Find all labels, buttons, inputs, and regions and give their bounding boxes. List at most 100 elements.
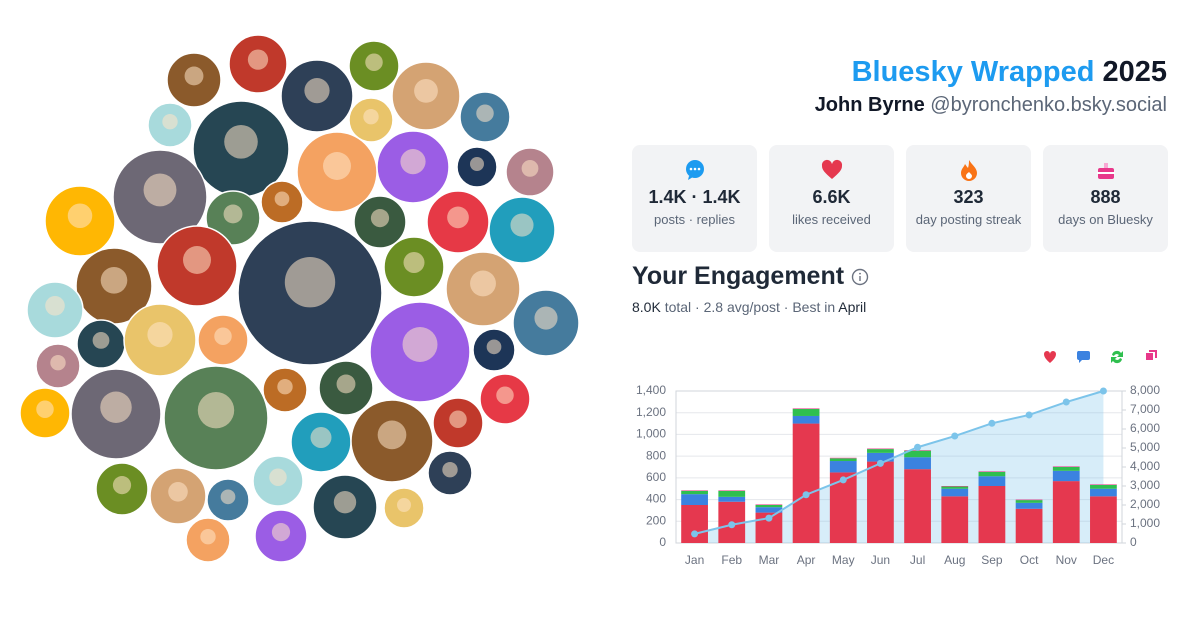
avatar-face <box>363 109 379 125</box>
avatar-face <box>274 191 290 207</box>
bar-segment <box>1015 508 1043 543</box>
avatar-face <box>224 125 258 159</box>
bar-segment <box>792 408 820 409</box>
bar-segment <box>755 505 783 508</box>
bar-segment <box>978 471 1006 472</box>
y2-tick-label: 6,000 <box>1130 421 1160 435</box>
x-tick-label: Oct <box>1020 553 1039 567</box>
line-point <box>914 443 922 451</box>
bar-segment <box>978 486 1006 543</box>
avatar-face <box>214 327 232 345</box>
legend-icon[interactable] <box>1044 351 1056 363</box>
avatar-face <box>510 213 534 237</box>
stat-label: day posting streak <box>915 212 1022 227</box>
stat-card: 1.4K · 1.4K posts · replies <box>632 145 757 252</box>
line-point <box>988 419 996 427</box>
x-tick-label: Jan <box>685 553 704 567</box>
bar-segment <box>867 461 894 543</box>
y-tick-label: 200 <box>646 513 666 527</box>
avatar-face <box>534 306 558 330</box>
bar-segment <box>1052 470 1080 482</box>
bar-segment <box>978 471 1006 477</box>
y2-tick-label: 5,000 <box>1130 440 1160 454</box>
avatar-face <box>370 209 390 228</box>
bar-segment <box>1052 467 1080 471</box>
x-tick-label: Nov <box>1056 553 1077 567</box>
bar-segment <box>681 490 708 495</box>
y-tick-label: 1,200 <box>636 405 666 419</box>
x-tick-label: Sep <box>981 553 1003 567</box>
plot-frame <box>675 390 1123 544</box>
avatar-face <box>284 257 336 308</box>
summary: 8.0K total · 2.8 avg/post · Best in Apri… <box>632 299 866 315</box>
info-icon[interactable] <box>851 268 869 286</box>
y2-tick-label: 4,000 <box>1130 459 1160 473</box>
bar-segment <box>1052 466 1080 467</box>
x-tick-label: Aug <box>944 553 965 567</box>
avatar-face <box>310 427 332 448</box>
avatar-face <box>100 267 128 294</box>
y-tick-label: 600 <box>646 470 666 484</box>
title-text: Bluesky Wrapped <box>851 56 1095 88</box>
avatar-face <box>67 203 93 228</box>
avatar-face <box>36 400 54 418</box>
avatar-face <box>402 327 438 362</box>
avatar-face <box>377 420 407 450</box>
bar-segment <box>792 423 820 543</box>
avatar-face <box>184 66 204 86</box>
bar-segment <box>941 486 969 489</box>
stat-value: 323 <box>953 187 984 207</box>
section-title: Your Engagement <box>632 262 869 291</box>
bar-segment <box>792 415 820 424</box>
year: 2025 <box>1102 56 1167 88</box>
bar-segment <box>1090 484 1117 489</box>
x-tick-label: Dec <box>1093 553 1114 567</box>
chart: 0 200 400 600 800 1,000 1,200 1,400 0 1,000 2,000 3… <box>636 350 1160 567</box>
x-tick-label: May <box>832 553 855 567</box>
avatar-face <box>470 157 484 171</box>
y2-tick-label: 3,000 <box>1130 478 1160 492</box>
avatar-face <box>277 379 293 395</box>
line-point <box>765 514 773 522</box>
line-point <box>1025 411 1033 419</box>
bar-segment <box>1090 484 1117 485</box>
bar-segment <box>681 490 708 491</box>
bar-segment <box>755 504 783 505</box>
line-point <box>802 491 810 499</box>
avatar-face <box>271 523 291 542</box>
line-point <box>839 476 847 484</box>
avatar-face <box>143 173 177 207</box>
avatar-face <box>449 410 467 428</box>
avatar-face <box>442 462 458 478</box>
icon <box>960 160 977 181</box>
stat-value: 1.4K · 1.4K <box>648 187 741 207</box>
title: Bluesky Wrapped 2025 <box>852 56 1167 89</box>
avatar-face <box>200 529 216 545</box>
user-line: John Byrne @byronchenko.bsky.social <box>815 94 1167 117</box>
stat-card: 888 days on Bluesky <box>1043 145 1168 252</box>
section-title-text: Your Engagement <box>632 262 845 290</box>
bar-segment <box>867 449 894 453</box>
x-tick-label: Jun <box>871 553 890 567</box>
y-tick-label: 1,000 <box>636 427 666 441</box>
legend-icon[interactable] <box>1076 351 1090 363</box>
avatar-face <box>323 152 351 180</box>
bar-segment <box>941 496 969 543</box>
avatar-face <box>50 355 66 371</box>
y2-tick-label: 1,000 <box>1130 516 1160 530</box>
stat-label: posts · replies <box>654 212 735 227</box>
avatar-face <box>496 386 514 404</box>
stat-card: 6.6K likes received <box>769 145 894 252</box>
user-handle[interactable]: @byronchenko.bsky.social <box>930 94 1167 116</box>
legend-icon[interactable] <box>1146 350 1157 360</box>
avatar-face <box>269 468 287 486</box>
bar-segment <box>718 490 746 491</box>
bar-segment <box>718 490 746 497</box>
line-point <box>876 459 884 467</box>
avatar-face <box>168 482 188 502</box>
avatar-face <box>223 204 243 224</box>
icon <box>1096 163 1115 179</box>
legend-icon[interactable] <box>1111 350 1123 364</box>
y-tick-label: 0 <box>659 535 666 549</box>
